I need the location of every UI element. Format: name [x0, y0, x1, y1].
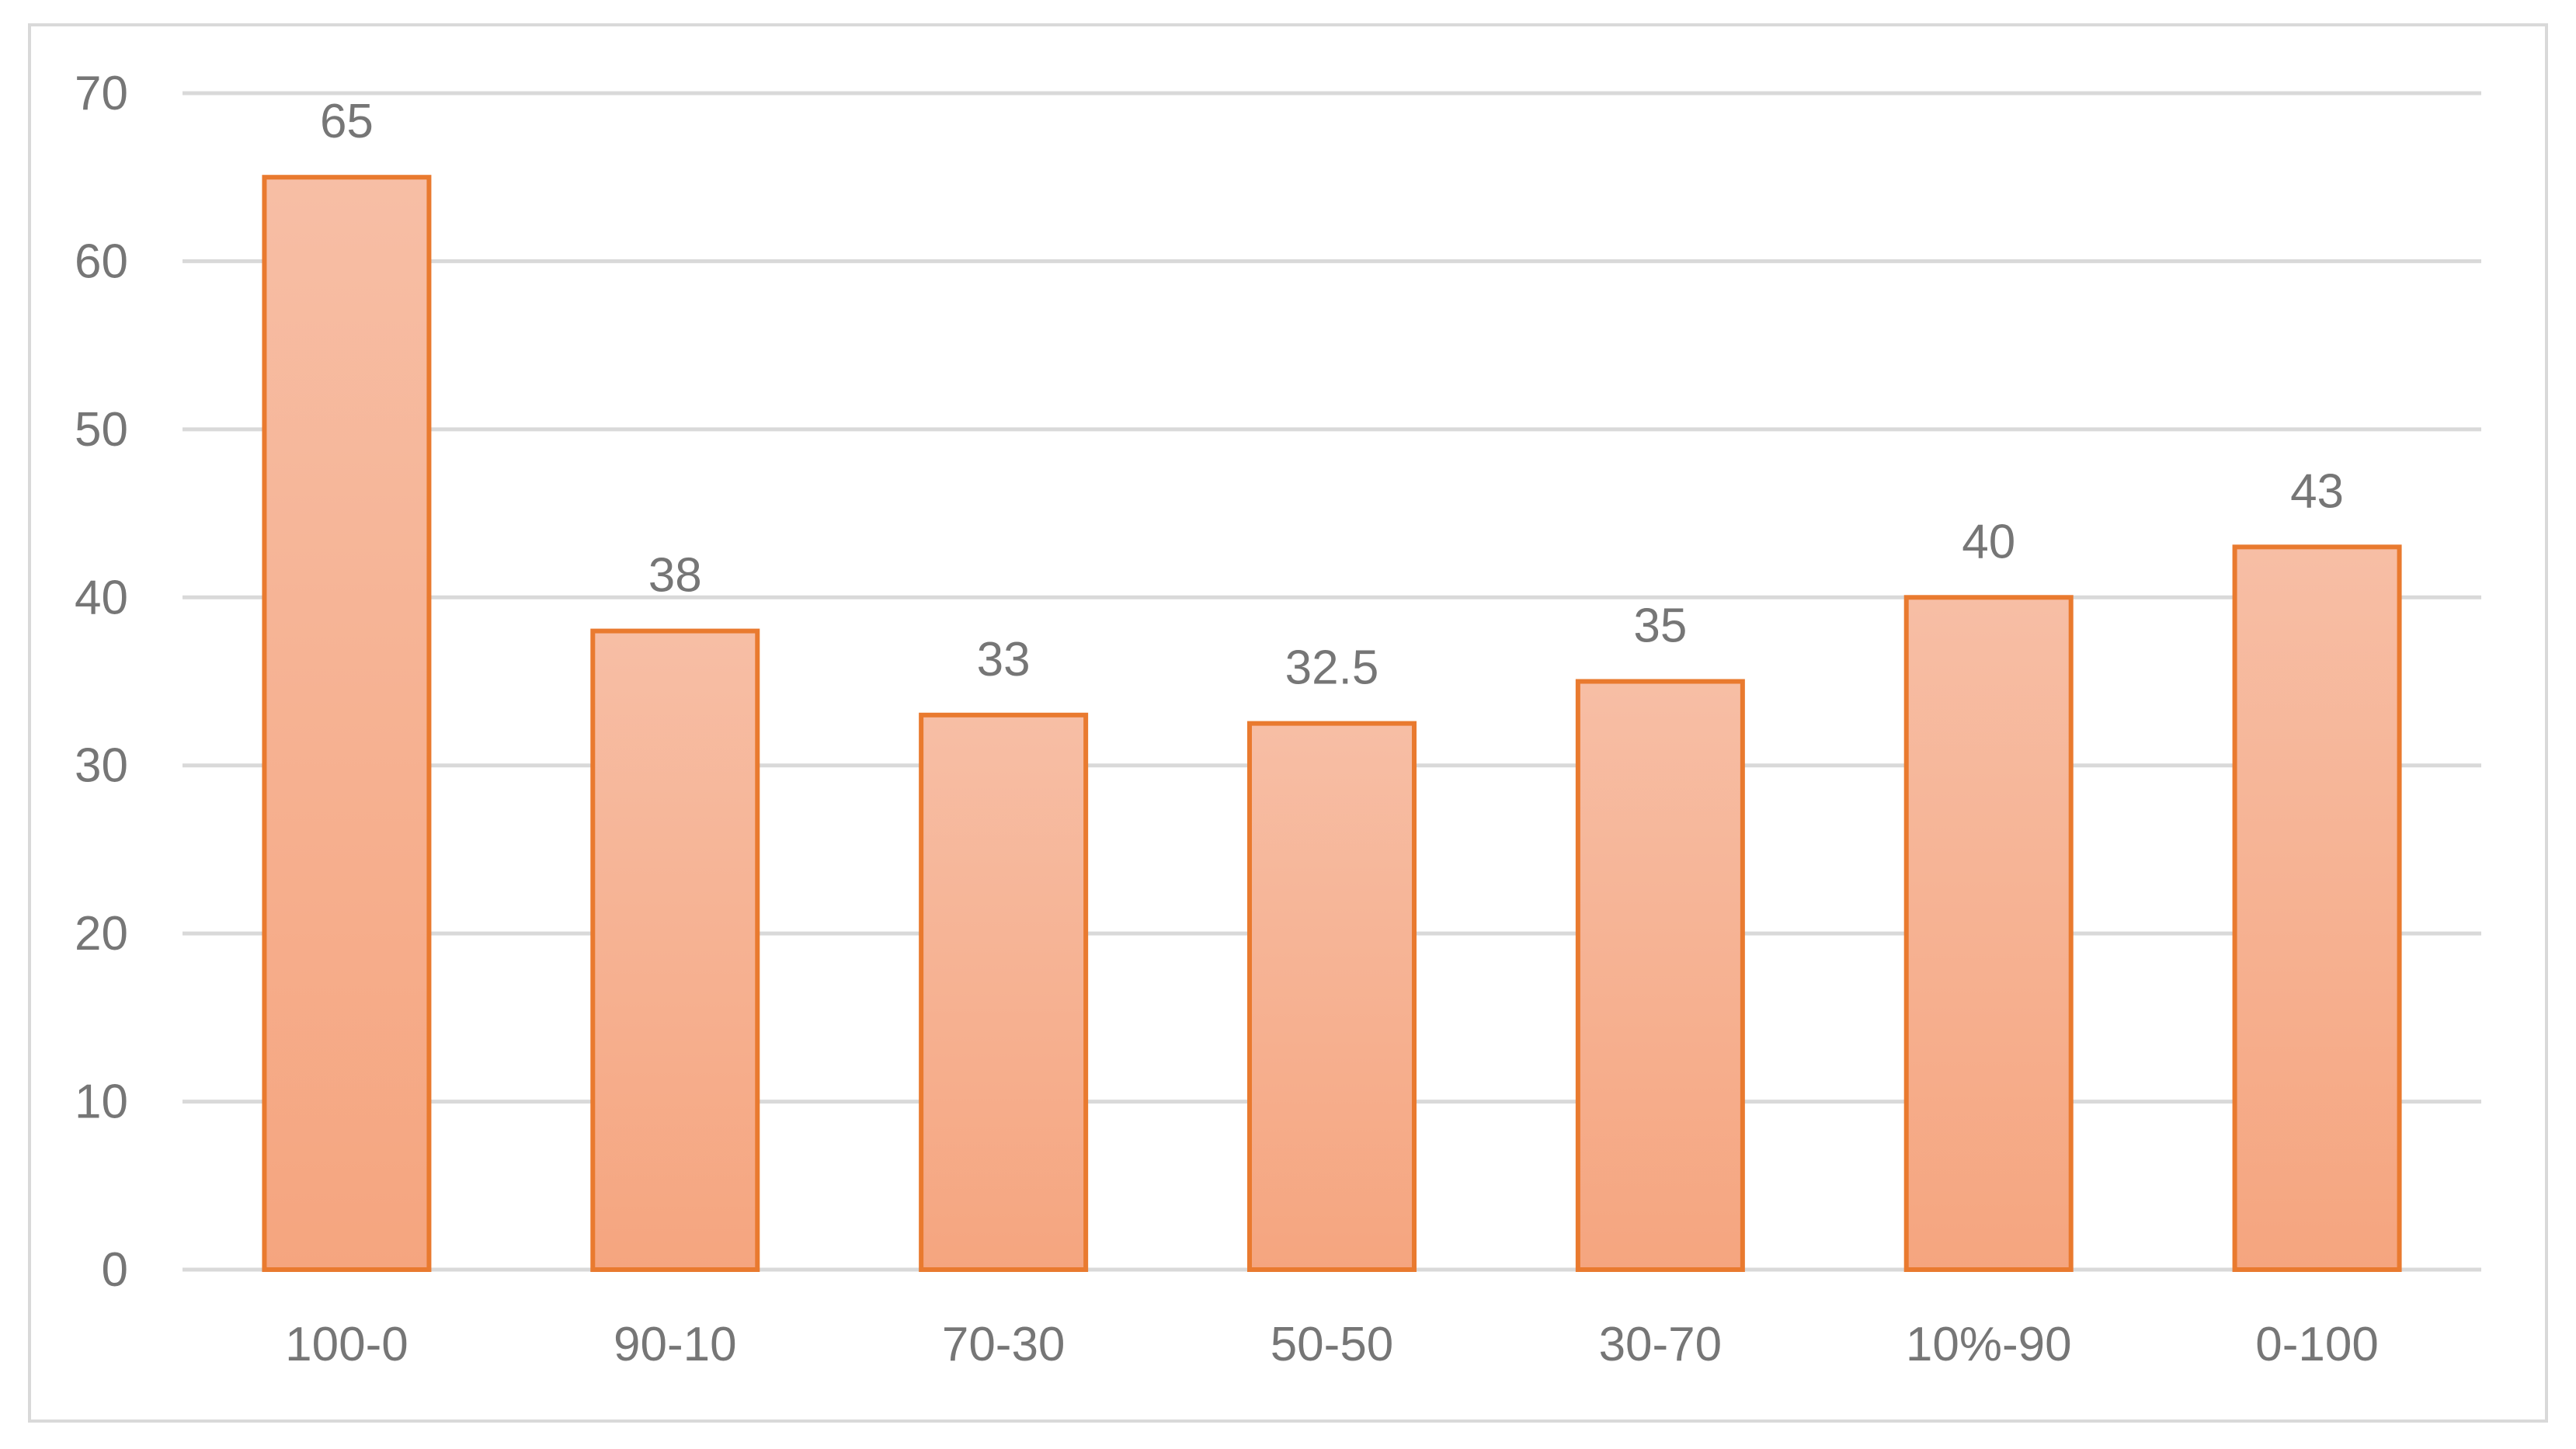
data-label: 43 — [2290, 464, 2344, 518]
y-tick-label: 0 — [102, 1243, 128, 1297]
data-label: 38 — [648, 549, 702, 603]
y-tick-label: 40 — [75, 571, 128, 624]
y-tick-label: 50 — [75, 403, 128, 457]
bar-30-70 — [1575, 679, 1745, 1272]
bar-90-10 — [590, 628, 760, 1272]
x-category-label: 70-30 — [942, 1318, 1066, 1371]
bar-50-50 — [1247, 721, 1417, 1272]
y-tick-label: 20 — [75, 907, 128, 961]
x-category-label: 50-50 — [1271, 1318, 1394, 1371]
bar-0-100 — [2232, 544, 2402, 1272]
data-labels: 65 38 33 32.5 35 40 43 — [320, 95, 2344, 694]
x-axis-category-labels: 100-0 90-10 70-30 50-50 30-70 10%-90 0-100 — [285, 1318, 2379, 1371]
x-category-label: 0-100 — [2255, 1318, 2379, 1371]
x-category-label: 100-0 — [285, 1318, 408, 1371]
x-category-label: 30-70 — [1599, 1318, 1723, 1371]
data-label: 40 — [1962, 515, 2015, 568]
bar-70-30 — [919, 712, 1089, 1272]
y-tick-label: 60 — [75, 235, 128, 288]
gridlines — [183, 91, 2481, 1272]
y-tick-label: 30 — [75, 739, 128, 793]
y-tick-label: 10 — [75, 1075, 128, 1129]
y-tick-label: 70 — [75, 67, 128, 120]
data-label: 65 — [320, 95, 374, 148]
bar-100-0 — [262, 175, 432, 1273]
bar-10%-90 — [1903, 595, 2074, 1272]
y-axis-tick-labels: 0 10 20 30 40 50 60 70 — [75, 67, 128, 1297]
data-label: 35 — [1633, 599, 1687, 653]
bars — [262, 175, 2402, 1273]
data-label: 32.5 — [1285, 641, 1379, 695]
data-label: 33 — [977, 633, 1031, 686]
x-category-label: 90-10 — [614, 1318, 737, 1371]
x-category-label: 10%-90 — [1906, 1318, 2072, 1371]
